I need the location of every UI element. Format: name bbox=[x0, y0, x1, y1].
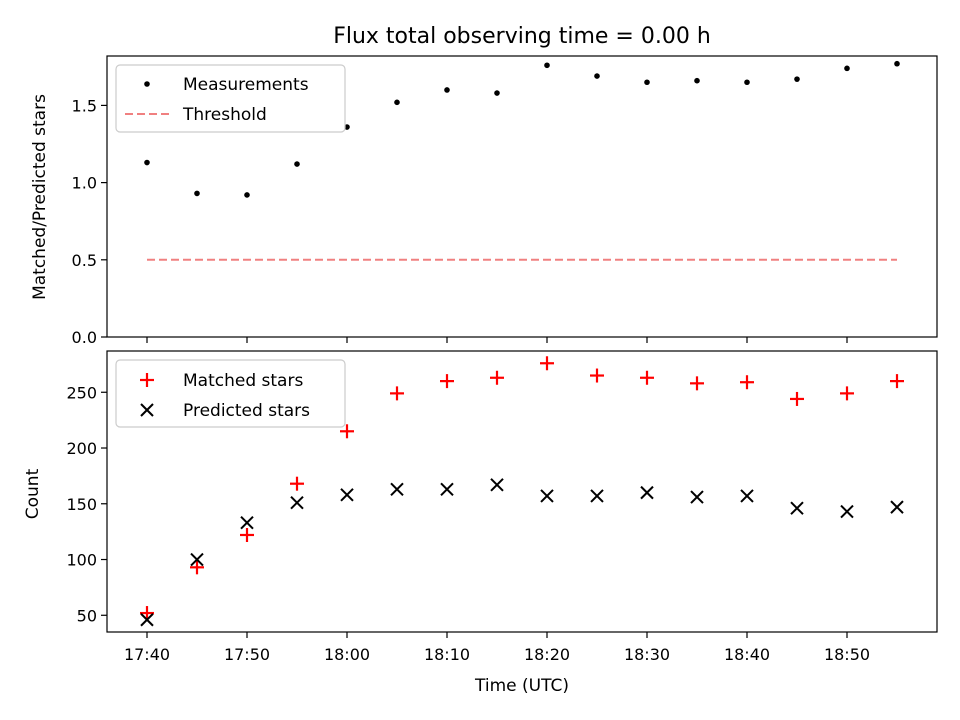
y-tick-label: 1.0 bbox=[72, 174, 97, 193]
predicted-stars-point bbox=[890, 500, 904, 514]
matched-stars-point bbox=[790, 391, 804, 406]
matched-stars-point bbox=[590, 368, 604, 383]
matched-stars-point bbox=[490, 370, 504, 385]
x-tick-label: 17:50 bbox=[224, 645, 270, 664]
legend-threshold-label: Threshold bbox=[182, 105, 267, 125]
y-tick-label: 1.5 bbox=[72, 96, 97, 115]
bottom-panel: 50 100 150 200 250 17:40 17:50 18:00 18:10 18:20… bbox=[23, 350, 938, 696]
y-tick-label: 0.0 bbox=[72, 328, 97, 347]
matched-stars-point bbox=[140, 606, 154, 621]
predicted-stars-point bbox=[240, 516, 254, 530]
bottom-y-axis-label: Count bbox=[23, 468, 43, 519]
matched-stars-point bbox=[190, 560, 204, 575]
y-tick-label: 250 bbox=[66, 383, 97, 402]
top-panel: 0.0 0.5 1.0 1.5 Matched/Predicted stars Mea… bbox=[30, 55, 938, 347]
x-tick-label: 18:50 bbox=[824, 645, 870, 664]
top-y-ticks: 0.0 0.5 1.0 1.5 bbox=[72, 96, 107, 347]
matched-stars-point bbox=[240, 527, 254, 542]
legend-measurements-marker bbox=[144, 81, 150, 87]
chart-title: Flux total observing time = 0.00 h bbox=[333, 24, 711, 49]
matched-stars-point bbox=[540, 356, 554, 371]
predicted-stars-point bbox=[540, 489, 554, 503]
predicted-stars-point bbox=[790, 501, 804, 515]
x-tick-label: 18:20 bbox=[524, 645, 570, 664]
predicted-stars-point bbox=[590, 489, 604, 503]
bottom-legend: Matched stars Predicted stars bbox=[115, 359, 346, 428]
measurement-point bbox=[794, 76, 800, 82]
y-tick-label: 150 bbox=[66, 495, 97, 514]
x-tick-label: 18:30 bbox=[624, 645, 670, 664]
measurement-point bbox=[694, 77, 700, 84]
measurement-point bbox=[194, 190, 200, 197]
measurement-point bbox=[544, 62, 550, 69]
matched-stars-point bbox=[340, 424, 354, 439]
measurement-point bbox=[294, 161, 300, 167]
matched-stars-point bbox=[640, 370, 654, 385]
top-x-ticks bbox=[146, 337, 848, 343]
bottom-data-marks bbox=[140, 356, 904, 627]
predicted-stars-point bbox=[690, 490, 704, 504]
top-legend-box bbox=[115, 64, 346, 133]
y-tick-label: 100 bbox=[66, 551, 97, 570]
bottom-x-axis-label: Time (UTC) bbox=[474, 676, 569, 696]
measurement-point bbox=[644, 79, 650, 86]
measurement-point bbox=[444, 87, 450, 93]
legend-predicted-label: Predicted stars bbox=[183, 401, 310, 421]
predicted-stars-point bbox=[490, 478, 504, 492]
top-data-marks bbox=[144, 60, 900, 261]
matched-stars-point bbox=[890, 374, 904, 389]
x-tick-label: 18:00 bbox=[324, 645, 370, 664]
top-legend: Measurements Threshold bbox=[115, 64, 346, 133]
y-tick-label: 0.5 bbox=[72, 251, 97, 270]
matched-stars-point bbox=[390, 386, 404, 401]
measurement-point bbox=[144, 159, 150, 166]
predicted-stars-point bbox=[740, 489, 754, 503]
legend-predicted-marker bbox=[140, 403, 154, 417]
legend-matched-marker bbox=[140, 373, 154, 387]
predicted-stars-point bbox=[190, 552, 204, 567]
matched-stars-point bbox=[690, 376, 704, 391]
top-y-axis-label: Matched/Predicted stars bbox=[30, 94, 50, 300]
bottom-x-ticks: 17:40 17:50 18:00 18:10 18:20 18:30 18:40 18:50 bbox=[124, 632, 870, 664]
y-tick-label: 200 bbox=[66, 439, 97, 458]
predicted-stars-point bbox=[640, 485, 654, 500]
x-tick-label: 18:40 bbox=[724, 645, 770, 664]
predicted-stars-point bbox=[290, 495, 304, 510]
predicted-stars-point bbox=[440, 482, 454, 496]
bottom-y-ticks: 50 100 150 200 250 bbox=[66, 383, 107, 625]
matched-stars-point bbox=[740, 375, 754, 390]
bottom-plot-frame bbox=[106, 350, 938, 633]
matched-stars-point bbox=[840, 386, 854, 401]
x-tick-label: 17:40 bbox=[124, 645, 170, 664]
predicted-stars-point bbox=[390, 482, 404, 496]
predicted-stars-point bbox=[340, 488, 354, 502]
legend-measurements-label: Measurements bbox=[183, 75, 309, 95]
measurement-point bbox=[594, 73, 600, 79]
matched-stars-point bbox=[440, 374, 454, 389]
measurement-point bbox=[394, 99, 400, 106]
predicted-stars-point bbox=[840, 504, 854, 519]
top-plot-frame bbox=[106, 55, 938, 338]
x-tick-label: 18:10 bbox=[424, 645, 470, 664]
bottom-legend-box bbox=[115, 359, 346, 428]
predicted-stars-point bbox=[140, 613, 154, 627]
matched-stars-point bbox=[290, 476, 304, 491]
measurement-point bbox=[494, 90, 500, 96]
y-tick-label: 50 bbox=[77, 606, 97, 625]
measurement-point bbox=[844, 65, 850, 72]
legend-matched-label: Matched stars bbox=[183, 371, 303, 391]
measurement-point bbox=[744, 79, 750, 86]
measurement-point bbox=[244, 192, 250, 198]
measurement-point bbox=[894, 60, 900, 67]
